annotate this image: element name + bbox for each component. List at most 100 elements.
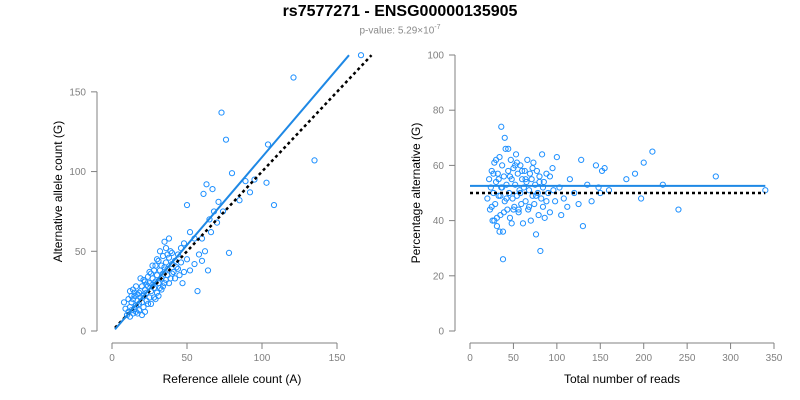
data-point — [144, 300, 152, 307]
x-tick-label: 350 — [766, 353, 783, 364]
data-point — [218, 109, 225, 116]
data-point — [527, 217, 534, 224]
data-point — [504, 206, 511, 213]
data-point — [515, 209, 522, 216]
data-point — [496, 228, 503, 235]
data-point — [535, 211, 542, 219]
data-point — [513, 159, 521, 166]
data-point — [499, 162, 506, 169]
data-point — [560, 195, 567, 202]
data-point — [207, 229, 215, 236]
data-point — [526, 170, 534, 177]
data-point — [200, 190, 207, 197]
data-point — [122, 305, 129, 312]
data-point — [137, 275, 144, 282]
data-point — [153, 256, 161, 263]
data-point — [499, 228, 507, 235]
data-point — [135, 289, 143, 296]
data-point — [501, 134, 508, 141]
data-point — [141, 308, 149, 315]
data-point — [512, 151, 520, 158]
data-point — [575, 200, 582, 208]
data-point — [498, 123, 505, 130]
data-point — [511, 203, 518, 210]
data-point — [579, 223, 587, 230]
data-point — [161, 280, 168, 287]
data-point — [517, 162, 524, 169]
y-tick-label: 20 — [433, 271, 445, 282]
data-point — [510, 206, 517, 213]
data-point — [147, 300, 155, 307]
data-point — [588, 198, 595, 205]
data-point — [198, 257, 206, 264]
data-point — [552, 198, 559, 205]
data-point — [509, 195, 516, 202]
data-point — [712, 173, 719, 180]
data-point — [524, 156, 531, 163]
data-point — [251, 176, 258, 183]
y-tick-label: 0 — [438, 327, 444, 338]
data-point — [152, 278, 159, 285]
data-point — [198, 235, 206, 242]
x-tick-label: 50 — [181, 353, 193, 364]
data-point — [290, 74, 297, 81]
data-point — [488, 203, 495, 210]
data-point — [519, 220, 527, 227]
data-point — [203, 181, 210, 188]
data-point — [123, 311, 131, 319]
data-point — [543, 198, 550, 205]
data-point — [503, 195, 510, 202]
data-point — [183, 201, 191, 209]
data-point — [512, 181, 519, 188]
data-point — [173, 264, 180, 271]
y-axis-label: Percentage alternative (G) — [409, 123, 423, 264]
data-point — [517, 189, 524, 197]
y-tick-label: 40 — [433, 216, 445, 227]
data-point — [522, 176, 529, 183]
data-point — [484, 195, 491, 202]
data-point — [601, 165, 608, 172]
data-point — [158, 286, 165, 293]
reference-line — [114, 54, 373, 329]
data-point — [270, 201, 278, 209]
data-point — [146, 280, 153, 287]
data-point — [502, 145, 509, 152]
data-point — [167, 248, 174, 255]
data-point — [623, 176, 630, 183]
data-point — [546, 209, 554, 216]
data-point — [138, 311, 146, 319]
data-point — [522, 198, 529, 205]
data-point — [638, 195, 645, 202]
data-point — [762, 187, 769, 194]
data-point — [186, 229, 194, 236]
data-point — [170, 268, 177, 276]
data-point — [532, 181, 539, 188]
data-point — [508, 220, 515, 227]
y-tick-label: 100 — [427, 51, 444, 62]
data-point — [152, 262, 159, 269]
x-tick-label: 150 — [592, 353, 609, 364]
data-point — [495, 176, 502, 183]
data-point — [149, 262, 156, 269]
data-point — [523, 178, 530, 186]
data-point — [631, 170, 639, 177]
data-point — [120, 299, 128, 306]
data-point — [514, 170, 521, 177]
data-point — [546, 173, 554, 180]
data-point — [225, 249, 233, 256]
data-point — [493, 214, 501, 221]
data-point — [521, 167, 528, 175]
figure-subtitle: p-value: 5.29×10-7 — [0, 24, 800, 36]
data-point — [495, 192, 502, 199]
data-point — [228, 170, 236, 177]
data-point — [543, 170, 550, 177]
data-point — [132, 308, 140, 315]
data-point — [506, 173, 514, 180]
p-value-text: p-value: 5.29×10 — [359, 25, 435, 37]
data-point — [640, 159, 647, 166]
data-point — [156, 248, 164, 255]
data-point — [140, 276, 147, 284]
data-point — [176, 272, 183, 279]
data-point — [132, 283, 140, 290]
data-point — [505, 167, 512, 175]
